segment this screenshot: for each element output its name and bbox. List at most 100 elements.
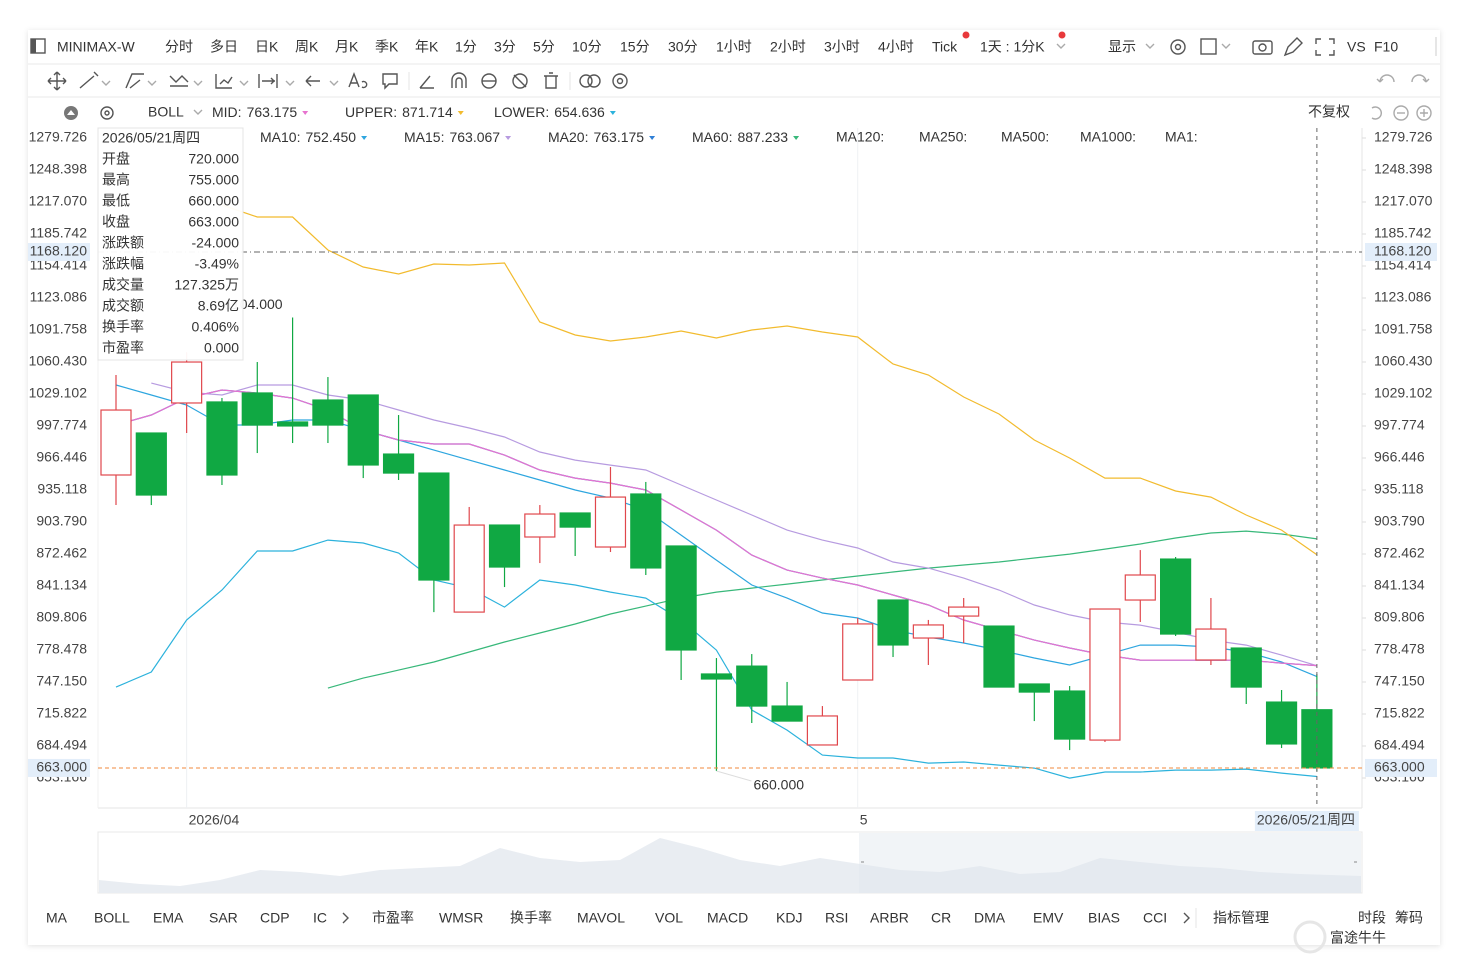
channel-tool[interactable] <box>125 73 144 89</box>
period-tab[interactable]: 年K <box>415 39 439 55</box>
legend-entry[interactable]: MA1000: <box>1080 129 1136 145</box>
chevron[interactable] <box>329 80 339 86</box>
indicator-tab[interactable]: BIAS <box>1088 910 1120 926</box>
indicator-tab[interactable]: MA <box>46 910 68 926</box>
wave-tool[interactable] <box>169 75 189 87</box>
indicator-tab[interactable]: 换手率 <box>510 910 552 926</box>
vs-button[interactable]: VS <box>1347 39 1366 55</box>
camera-icon[interactable] <box>1252 40 1273 55</box>
period-tab[interactable]: 4小时 <box>878 39 914 55</box>
indicator-tab[interactable]: VOL <box>655 910 683 926</box>
period-tab[interactable]: 30分 <box>668 39 698 55</box>
delete-tool[interactable] <box>544 72 558 89</box>
indicator-tab[interactable]: CR <box>931 910 951 926</box>
pattern-tool[interactable] <box>215 74 233 89</box>
chevron[interactable] <box>285 80 295 86</box>
indicator-name[interactable]: BOLL <box>148 104 184 120</box>
line-tool[interactable] <box>79 71 99 89</box>
magnet-tool[interactable] <box>451 72 467 88</box>
legend-entry[interactable]: MA15: 763.067 <box>404 129 500 145</box>
measure-tool[interactable] <box>258 74 278 88</box>
legend-entry[interactable]: UPPER: 871.714 <box>345 104 453 120</box>
chevron[interactable] <box>239 80 249 86</box>
move-tool[interactable] <box>47 71 67 91</box>
legend-entry[interactable]: MA10: 752.450 <box>260 129 356 145</box>
indicator-tab[interactable]: WMSR <box>439 910 483 926</box>
y-tick-label: 1060.430 <box>29 353 88 369</box>
zoom-out[interactable] <box>1393 105 1409 121</box>
chevron[interactable] <box>1056 43 1066 49</box>
period-tab[interactable]: 10分 <box>572 39 602 55</box>
pen-icon[interactable] <box>1283 37 1303 57</box>
period-tab[interactable]: 2小时 <box>770 39 806 55</box>
layout-icon[interactable] <box>1200 38 1217 55</box>
settings-icon[interactable] <box>1170 39 1186 55</box>
period-tab[interactable]: 分时 <box>165 39 193 55</box>
zoom-in[interactable] <box>1416 105 1432 121</box>
period-tab[interactable]: 月K <box>335 39 359 55</box>
period-tab[interactable]: 5分 <box>533 39 555 55</box>
period-tab[interactable]: 15分 <box>620 39 650 55</box>
fullscreen-icon[interactable] <box>1315 38 1335 56</box>
right-tab[interactable]: 筹码 <box>1395 910 1423 926</box>
legend-entry[interactable]: MA500: <box>1001 129 1049 145</box>
indicator-tab[interactable]: ARBR <box>870 910 909 926</box>
chevron[interactable] <box>193 109 203 115</box>
legend-entry[interactable]: MA20: 763.175 <box>548 129 644 145</box>
chevron[interactable] <box>101 80 111 86</box>
indicator-tab[interactable]: MACD <box>707 910 748 926</box>
legend-entry[interactable]: LOWER: 654.636 <box>494 104 605 120</box>
chevron-right[interactable] <box>342 912 349 924</box>
chevron[interactable] <box>1221 43 1231 49</box>
note-tool[interactable] <box>382 73 398 90</box>
display-menu[interactable]: 显示 <box>1108 39 1136 55</box>
indicator-manage[interactable]: 指标管理 <box>1213 910 1269 926</box>
period-tab[interactable]: 1天 : 1分K <box>980 39 1045 55</box>
symbol[interactable]: MINIMAX-W <box>57 39 136 55</box>
indicator-tab[interactable]: IC <box>313 910 327 926</box>
period-tab[interactable]: 1分 <box>455 39 477 55</box>
settings-tool[interactable] <box>612 73 628 89</box>
compare-tool[interactable] <box>579 74 593 88</box>
legend-entry[interactable]: MA60: 887.233 <box>692 129 788 145</box>
right-tab[interactable]: 时段 <box>1358 910 1386 926</box>
indicator-tab[interactable]: SAR <box>209 910 238 926</box>
period-tab[interactable]: 3分 <box>494 39 516 55</box>
indicator-tab[interactable]: EMA <box>153 910 184 926</box>
chevron[interactable] <box>1145 43 1155 49</box>
arrow-tool[interactable] <box>305 75 320 87</box>
f10-button[interactable]: F10 <box>1374 39 1398 55</box>
indicator-tab[interactable]: 市盈率 <box>372 910 414 926</box>
indicator-tab[interactable]: CCI <box>1143 910 1167 926</box>
indicator-tab[interactable]: RSI <box>825 910 848 926</box>
boll-settings[interactable] <box>100 106 114 120</box>
chevron-right[interactable] <box>1183 912 1190 924</box>
period-tab[interactable]: Tick <box>932 39 958 55</box>
legend-entry[interactable]: MID: 763.175 <box>212 104 297 120</box>
draw-tool[interactable] <box>419 75 434 89</box>
period-tab[interactable]: 3小时 <box>824 39 860 55</box>
chevron[interactable] <box>193 80 203 86</box>
legend-entry[interactable]: MA1: <box>1165 129 1198 145</box>
undo[interactable] <box>1376 74 1395 83</box>
indicator-tab[interactable]: BOLL <box>94 910 130 926</box>
indicator-tab[interactable]: CDP <box>260 910 290 926</box>
reset-icon[interactable] <box>1371 106 1382 120</box>
legend-entry[interactable]: MA120: <box>836 129 884 145</box>
legend-entry[interactable]: MA250: <box>919 129 967 145</box>
redo[interactable] <box>1411 74 1430 83</box>
indicator-tab[interactable]: KDJ <box>776 910 802 926</box>
indicator-tab[interactable]: DMA <box>974 910 1006 926</box>
indicator-tab[interactable]: MAVOL <box>577 910 625 926</box>
chevron[interactable] <box>147 80 157 86</box>
navigator-window[interactable] <box>859 833 1361 893</box>
text-tool[interactable] <box>348 72 368 89</box>
hide-tool[interactable] <box>512 73 528 89</box>
period-tab[interactable]: 季K <box>375 39 399 55</box>
period-tab[interactable]: 日K <box>255 39 279 55</box>
indicator-tab[interactable]: EMV <box>1033 910 1064 926</box>
period-tab[interactable]: 多日 <box>210 39 238 55</box>
period-tab[interactable]: 周K <box>295 39 319 55</box>
adjust-button[interactable]: 不复权 <box>1308 104 1350 120</box>
period-tab[interactable]: 1小时 <box>716 39 752 55</box>
